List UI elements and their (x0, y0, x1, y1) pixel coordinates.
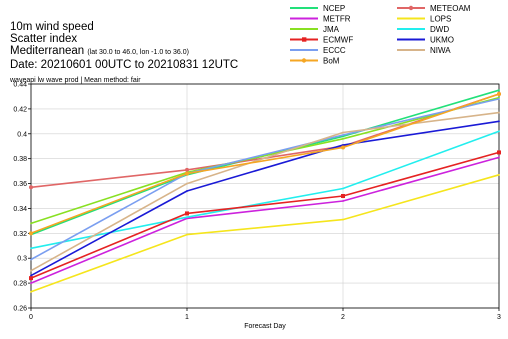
series-line-lops (30, 174, 500, 293)
chart-subtitle: waveapi lw wave prod | Mean method: fair (10, 77, 141, 84)
data-point (498, 89, 500, 92)
data-point (342, 144, 344, 146)
data-point (497, 91, 501, 96)
data-point (498, 156, 500, 159)
x-tick-label: 1 (185, 314, 189, 321)
x-tick-label: 0 (29, 314, 33, 321)
y-tick-label: 0.42 (13, 106, 27, 113)
legend-label-eccc: ECCC (323, 46, 346, 55)
data-point (186, 216, 188, 219)
data-point (342, 134, 344, 136)
y-tick-label: 0.36 (13, 181, 27, 188)
data-point (497, 150, 501, 155)
data-point (186, 233, 188, 236)
data-point (30, 222, 32, 225)
data-point (185, 171, 189, 176)
data-point (30, 290, 32, 293)
legend-marker (408, 5, 414, 11)
data-point (498, 96, 500, 99)
legend-label-metfr: METFR (323, 15, 351, 24)
data-point (342, 187, 344, 190)
title-region-box: (lat 30.0 to 46.0, lon -1.0 to 36.0) (87, 49, 189, 56)
data-point (186, 182, 188, 185)
data-point (341, 194, 345, 198)
data-point (30, 247, 32, 250)
x-tick-label: 3 (497, 314, 501, 321)
legend-label-ncep: NCEP (323, 4, 345, 13)
legend-label-jma: JMA (323, 25, 340, 34)
series-line-eccc (30, 98, 500, 261)
legend-marker (302, 37, 307, 42)
data-point (498, 120, 500, 123)
data-point (30, 269, 32, 272)
x-tick-label: 2 (341, 314, 345, 321)
title-line-1: 10m wind speed (10, 21, 94, 33)
data-point (185, 211, 189, 216)
title-line-2: Scatter index (10, 33, 78, 45)
data-point (30, 258, 32, 261)
legend-label-niwa: NIWA (430, 46, 451, 55)
data-point (342, 218, 344, 221)
series-line-bom (30, 93, 500, 235)
legend-label-dwd: DWD (430, 25, 449, 34)
data-point (30, 282, 32, 285)
series-line-jma (30, 96, 500, 225)
y-tick-label: 0.3 (17, 256, 27, 263)
data-point (185, 167, 189, 172)
data-point (498, 130, 500, 133)
series-line-meteoam (30, 93, 500, 189)
x-axis-label: Forecast Day (244, 323, 286, 330)
series-line-ecmwf (30, 151, 500, 279)
data-point (30, 274, 32, 277)
data-point (29, 231, 33, 236)
series-line-ncep (30, 89, 500, 236)
y-tick-label: 0.4 (17, 131, 27, 138)
y-tick-label: 0.44 (13, 82, 27, 89)
y-tick-label: 0.26 (13, 306, 27, 313)
legend-label-meteoam: METEOAM (430, 4, 471, 13)
data-point (341, 145, 345, 150)
data-point (498, 173, 500, 176)
title-region-line: Mediterranean (lat 30.0 to 46.0, lon -1.… (10, 45, 238, 59)
series-line-ukmo (30, 120, 500, 277)
data-point (342, 200, 344, 202)
y-tick-label: 0.34 (13, 206, 27, 213)
y-tick-label: 0.38 (13, 156, 27, 163)
data-point (29, 276, 33, 281)
series-line-niwa (30, 111, 500, 272)
series-line-metfr (30, 156, 500, 284)
y-tick-label: 0.28 (13, 281, 27, 288)
legend-marker (301, 58, 307, 63)
legend-label-bom: BoM (323, 57, 340, 66)
title-date: Date: 20210601 00UTC to 20210831 12UTC (10, 59, 239, 71)
chart-title: 10m wind speed Scatter index Mediterrane… (10, 21, 238, 71)
plot-frame (30, 83, 500, 309)
legend-label-ecmwf: ECMWF (323, 36, 353, 45)
legend-label-lops: LOPS (430, 15, 451, 24)
title-region: Mediterranean (10, 45, 85, 57)
data-point (342, 137, 344, 140)
y-tick-label: 0.32 (13, 231, 27, 238)
data-point (342, 131, 344, 134)
data-point (29, 185, 33, 190)
data-point (498, 111, 500, 114)
data-point (498, 98, 500, 100)
legend-label-ukmo: UKMO (430, 36, 454, 45)
data-point (186, 190, 188, 192)
